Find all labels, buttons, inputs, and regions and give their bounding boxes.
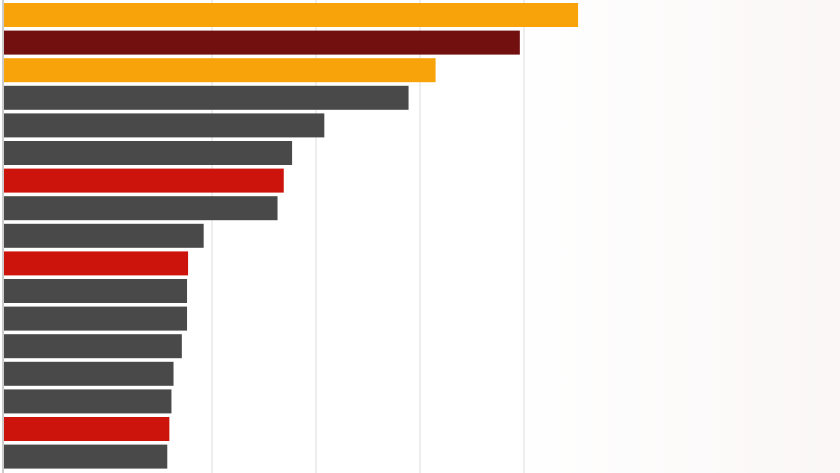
bar — [4, 85, 409, 110]
bar — [4, 251, 189, 276]
bar — [4, 168, 284, 193]
bar — [4, 3, 579, 27]
bar — [4, 389, 172, 414]
bar — [4, 223, 204, 248]
bar — [4, 113, 325, 138]
bar — [4, 196, 278, 221]
bar — [4, 306, 188, 331]
bar — [4, 361, 174, 386]
bar — [4, 334, 182, 359]
bar — [4, 444, 168, 469]
bar — [4, 417, 170, 441]
bar — [4, 279, 188, 303]
bar — [4, 141, 293, 165]
bar — [4, 30, 520, 55]
bar — [4, 58, 436, 83]
